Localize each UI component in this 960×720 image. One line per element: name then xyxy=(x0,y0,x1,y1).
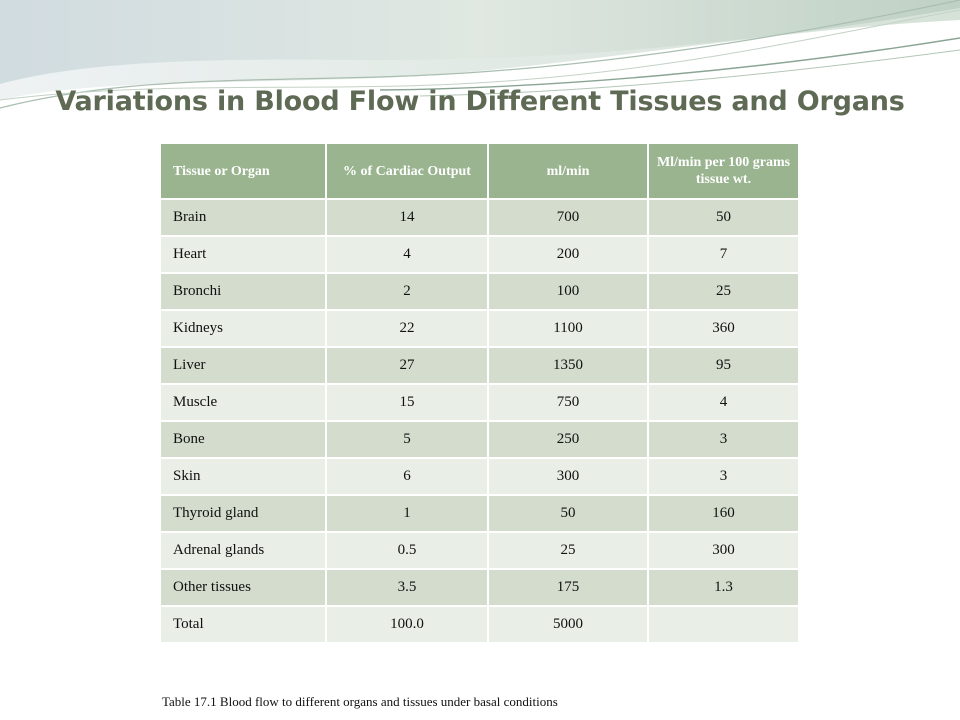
table-row: Heart 4 200 7 xyxy=(161,237,798,272)
cell-percent: 3.5 xyxy=(327,570,487,605)
table-row: Bone 5 250 3 xyxy=(161,422,798,457)
cell-percent: 1 xyxy=(327,496,487,531)
cell-tissue: Muscle xyxy=(161,385,325,420)
table-row: Liver 27 1350 95 xyxy=(161,348,798,383)
cell-tissue: Liver xyxy=(161,348,325,383)
cell-ml-min: 200 xyxy=(489,237,647,272)
cell-ml-min-100g: 4 xyxy=(649,385,798,420)
cell-tissue: Other tissues xyxy=(161,570,325,605)
cell-tissue: Bronchi xyxy=(161,274,325,309)
cell-ml-min-100g: 300 xyxy=(649,533,798,568)
table-row: Other tissues 3.5 175 1.3 xyxy=(161,570,798,605)
cell-ml-min: 1350 xyxy=(489,348,647,383)
cell-percent: 15 xyxy=(327,385,487,420)
slide-title: Variations in Blood Flow in Different Ti… xyxy=(55,86,905,117)
cell-percent: 27 xyxy=(327,348,487,383)
table-row: Adrenal glands 0.5 25 300 xyxy=(161,533,798,568)
table-row: Kidneys 22 1100 360 xyxy=(161,311,798,346)
cell-percent: 0.5 xyxy=(327,533,487,568)
cell-ml-min: 1100 xyxy=(489,311,647,346)
cell-percent: 6 xyxy=(327,459,487,494)
cell-percent: 14 xyxy=(327,200,487,235)
cell-ml-min-100g xyxy=(649,607,798,642)
cell-ml-min: 50 xyxy=(489,496,647,531)
cell-ml-min-100g: 360 xyxy=(649,311,798,346)
cell-ml-min: 250 xyxy=(489,422,647,457)
cell-ml-min-100g: 95 xyxy=(649,348,798,383)
cell-ml-min-100g: 1.3 xyxy=(649,570,798,605)
cell-ml-min: 25 xyxy=(489,533,647,568)
table-row: Total 100.0 5000 xyxy=(161,607,798,642)
header-tissue: Tissue or Organ xyxy=(161,144,325,198)
cell-ml-min-100g: 50 xyxy=(649,200,798,235)
header-ml-per-min: ml/min xyxy=(489,144,647,198)
cell-percent: 2 xyxy=(327,274,487,309)
cell-tissue: Adrenal glands xyxy=(161,533,325,568)
cell-tissue: Heart xyxy=(161,237,325,272)
cell-percent: 100.0 xyxy=(327,607,487,642)
table-row: Bronchi 2 100 25 xyxy=(161,274,798,309)
table-row: Brain 14 700 50 xyxy=(161,200,798,235)
decorative-header-swoosh xyxy=(0,0,960,109)
cell-tissue: Thyroid gland xyxy=(161,496,325,531)
cell-ml-min: 175 xyxy=(489,570,647,605)
table-header-row: Tissue or Organ % of Cardiac Output ml/m… xyxy=(161,144,798,198)
cell-ml-min: 300 xyxy=(489,459,647,494)
cell-tissue: Kidneys xyxy=(161,311,325,346)
cell-percent: 5 xyxy=(327,422,487,457)
blood-flow-table: Tissue or Organ % of Cardiac Output ml/m… xyxy=(159,142,800,644)
cell-percent: 4 xyxy=(327,237,487,272)
cell-tissue: Brain xyxy=(161,200,325,235)
header-percent-cardiac-output: % of Cardiac Output xyxy=(327,144,487,198)
cell-ml-min-100g: 3 xyxy=(649,422,798,457)
cell-percent: 22 xyxy=(327,311,487,346)
table-row: Muscle 15 750 4 xyxy=(161,385,798,420)
cell-tissue: Total xyxy=(161,607,325,642)
cell-ml-min: 100 xyxy=(489,274,647,309)
table-caption: Table 17.1 Blood flow to different organ… xyxy=(162,694,558,709)
cell-ml-min: 750 xyxy=(489,385,647,420)
table-row: Skin 6 300 3 xyxy=(161,459,798,494)
cell-ml-min-100g: 3 xyxy=(649,459,798,494)
header-ml-per-min-per-100g: Ml/min per 100 grams tissue wt. xyxy=(649,144,798,198)
table-row: Thyroid gland 1 50 160 xyxy=(161,496,798,531)
cell-ml-min-100g: 7 xyxy=(649,237,798,272)
cell-tissue: Bone xyxy=(161,422,325,457)
cell-ml-min-100g: 25 xyxy=(649,274,798,309)
cell-ml-min: 700 xyxy=(489,200,647,235)
cell-ml-min-100g: 160 xyxy=(649,496,798,531)
cell-tissue: Skin xyxy=(161,459,325,494)
cell-ml-min: 5000 xyxy=(489,607,647,642)
